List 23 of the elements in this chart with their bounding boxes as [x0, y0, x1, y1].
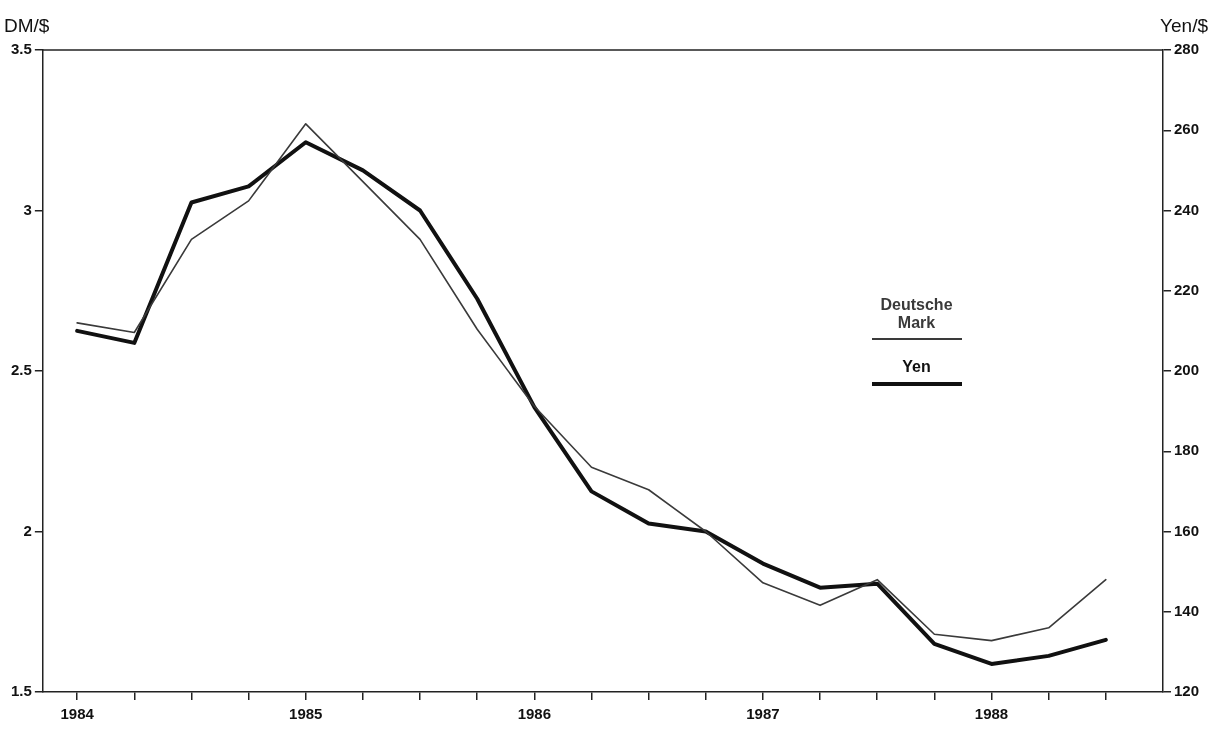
text: Deutsche Mark [879, 296, 954, 332]
y2-tick-label: 220 [1173, 280, 1199, 298]
y2-tick-label: 280 [1173, 40, 1199, 58]
y-axis-title: DM/$ [4, 14, 50, 36]
y2-tick-label: 200 [1173, 361, 1199, 379]
y2-tick-label: 160 [1173, 521, 1199, 539]
y2-tick-label: 260 [1173, 120, 1199, 138]
y-tick-label: 2.5 [10, 361, 32, 379]
y-tick-label: 3 [23, 200, 32, 218]
y-tick-label: 2 [23, 521, 32, 539]
y-tick-label: 3.5 [10, 40, 32, 58]
y2-tick-label: 120 [1173, 682, 1199, 700]
x-tick-label: 1984 [60, 705, 95, 723]
x-tick-label: 1987 [746, 705, 780, 723]
text: Yen [901, 357, 932, 376]
y2-tick-label: 140 [1173, 601, 1199, 619]
y2-tick-label: 240 [1173, 200, 1199, 218]
x-tick-label: 1988 [974, 705, 1009, 723]
x-tick-label: 1986 [517, 705, 552, 723]
x-tick-label: 1985 [289, 705, 323, 723]
y-tick-label: 1.5 [10, 682, 32, 700]
y2-tick-label: 180 [1173, 441, 1199, 459]
y2-axis-title: Yen/$ [1160, 14, 1209, 36]
